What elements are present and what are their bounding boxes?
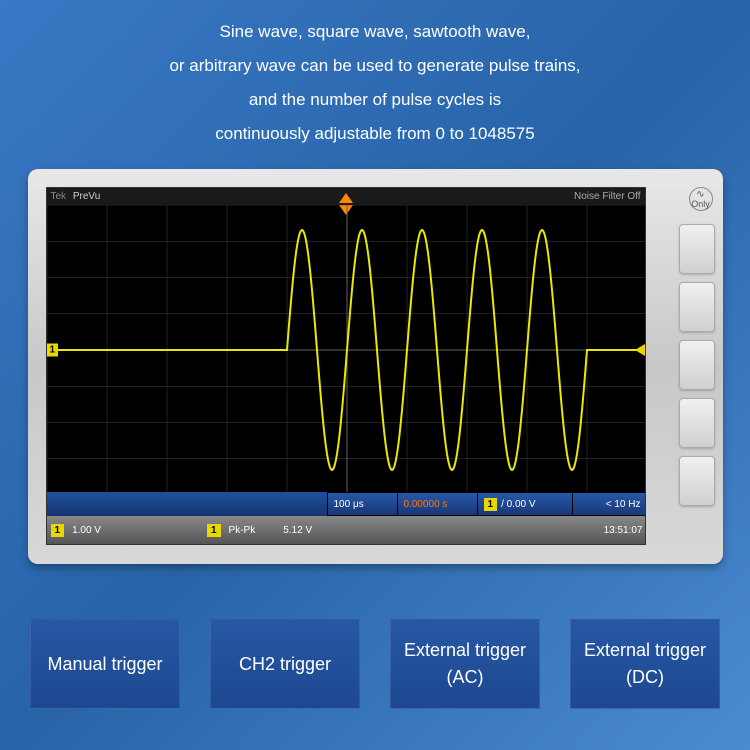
desc-line-1: Sine wave, square wave, sawtooth wave, [40, 15, 710, 49]
waveform-area: 1 [47, 205, 646, 495]
desc-line-3: and the number of pulse cycles is [40, 83, 710, 117]
frequency-readout: < 10 Hz [572, 492, 646, 516]
only-badge: ∿ Only [689, 187, 713, 211]
trigger-external-ac: External trigger (AC) [390, 619, 540, 709]
desc-line-2: or arbitrary wave can be used to generat… [40, 49, 710, 83]
filter-label: Noise Filter Off [574, 191, 641, 202]
oscilloscope-frame: ∿ Only Tek PreVu Noise Filter Off 1 100 … [28, 169, 723, 564]
desc-line-4: continuously adjustable from 0 to 104857… [40, 117, 710, 151]
ch-scale: 1.00 V [72, 525, 101, 536]
softkey-4[interactable] [679, 398, 715, 448]
brand-label: Tek [51, 191, 67, 202]
meas-label: Pk-Pk [229, 525, 256, 536]
description-block: Sine wave, square wave, sawtooth wave, o… [0, 0, 750, 161]
trigger-options-row: Manual trigger CH2 trigger External trig… [0, 619, 750, 709]
timebase-bar: 100 μs 0.00000 s 1 / 0.00 V < 10 Hz [47, 492, 646, 516]
meas-badge: 1 [207, 524, 221, 537]
trigger-manual: Manual trigger [30, 619, 180, 709]
trigger-level-marker [635, 344, 645, 356]
softkey-1[interactable] [679, 224, 715, 274]
sine-icon: ∿ [696, 190, 704, 200]
timestamp: 13:51:07 [604, 525, 646, 536]
softkey-3[interactable] [679, 340, 715, 390]
softkey-column [679, 224, 715, 506]
meas-value: 5.12 V [283, 525, 312, 536]
softkey-5[interactable] [679, 456, 715, 506]
trigger-ch2: CH2 trigger [210, 619, 360, 709]
waveform-svg [47, 205, 646, 495]
timebase-value: 100 μs [327, 492, 397, 516]
time-position: 0.00000 s [397, 492, 477, 516]
channel-1-marker: 1 [47, 344, 59, 357]
oscilloscope-screen: Tek PreVu Noise Filter Off 1 100 μs 0.00… [46, 187, 646, 545]
footer-bar: 1 1.00 V 1 Pk-Pk 5.12 V 13:51:07 [47, 516, 646, 544]
ch-badge: 1 [51, 524, 65, 537]
softkey-2[interactable] [679, 282, 715, 332]
trigger-external-dc: External trigger (DC) [570, 619, 720, 709]
status-label: PreVu [73, 191, 100, 202]
trigger-info: 1 / 0.00 V [477, 492, 572, 516]
